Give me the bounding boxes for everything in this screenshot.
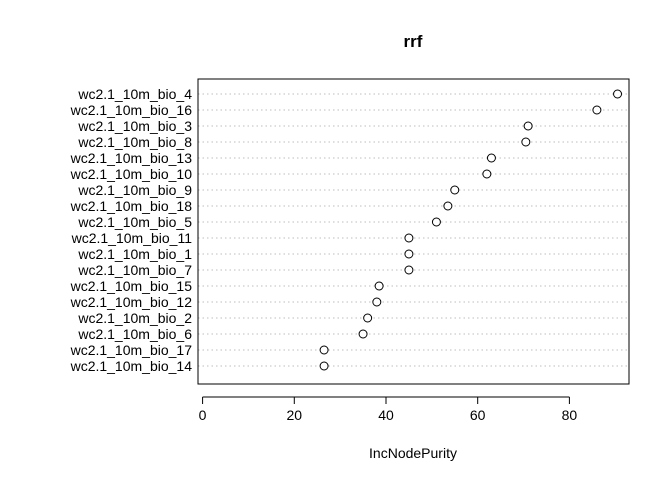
x-tick-label: 0 xyxy=(199,407,207,423)
category-label: wc2.1_10m_bio_18 xyxy=(70,198,193,214)
data-point xyxy=(482,169,492,179)
category-label: wc2.1_10m_bio_3 xyxy=(77,118,192,134)
category-label: wc2.1_10m_bio_13 xyxy=(70,150,193,166)
data-point xyxy=(404,233,414,243)
data-point xyxy=(450,185,460,195)
chart-title: rrf xyxy=(404,32,423,51)
data-point xyxy=(431,217,441,227)
x-axis-label: IncNodePurity xyxy=(369,445,457,461)
x-axis: 0 20 40 60 80 xyxy=(199,396,578,423)
category-label: wc2.1_10m_bio_16 xyxy=(70,102,193,118)
data-point xyxy=(521,137,531,147)
grid-lines xyxy=(198,93,629,367)
category-label: wc2.1_10m_bio_10 xyxy=(70,166,193,182)
category-label: wc2.1_10m_bio_7 xyxy=(77,262,192,278)
data-point xyxy=(443,201,453,211)
category-label: wc2.1_10m_bio_6 xyxy=(77,326,192,342)
data-point xyxy=(486,153,496,163)
data-point xyxy=(363,313,373,323)
category-label: wc2.1_10m_bio_15 xyxy=(70,278,193,294)
category-label: wc2.1_10m_bio_4 xyxy=(77,86,192,102)
category-labels: wc2.1_10m_bio_4wc2.1_10m_bio_16wc2.1_10m… xyxy=(70,86,193,374)
data-point xyxy=(592,105,602,115)
data-point xyxy=(319,345,329,355)
x-tick-label: 20 xyxy=(286,407,302,423)
data-point xyxy=(372,297,382,307)
x-tick-label: 80 xyxy=(562,407,578,423)
data-point xyxy=(374,281,384,291)
plot-frame xyxy=(197,78,630,385)
category-label: wc2.1_10m_bio_2 xyxy=(77,310,192,326)
category-label: wc2.1_10m_bio_12 xyxy=(70,294,193,310)
category-label: wc2.1_10m_bio_9 xyxy=(77,182,192,198)
data-point xyxy=(523,121,533,131)
data-point xyxy=(358,329,368,339)
data-point xyxy=(613,89,623,99)
data-point xyxy=(404,249,414,259)
category-label: wc2.1_10m_bio_17 xyxy=(70,342,193,358)
data-points xyxy=(319,89,623,371)
category-label: wc2.1_10m_bio_14 xyxy=(70,358,193,374)
category-label: wc2.1_10m_bio_1 xyxy=(77,246,192,262)
category-label: wc2.1_10m_bio_5 xyxy=(77,214,192,230)
x-tick-label: 40 xyxy=(378,407,394,423)
x-tick-label: 60 xyxy=(470,407,486,423)
data-point xyxy=(404,265,414,275)
category-label: wc2.1_10m_bio_11 xyxy=(71,230,193,246)
category-label: wc2.1_10m_bio_8 xyxy=(77,134,192,150)
data-point xyxy=(319,361,329,371)
